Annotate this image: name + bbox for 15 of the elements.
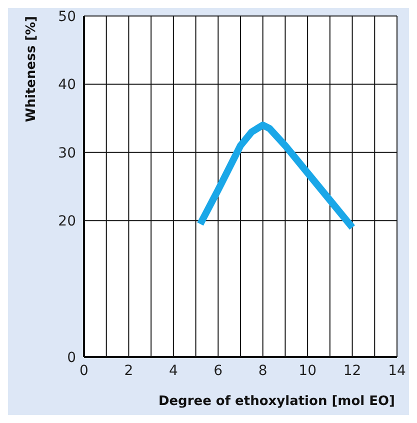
x-tick-label: 14	[388, 362, 406, 379]
y-tick-label: 50	[58, 8, 76, 25]
x-tick-label: 6	[214, 362, 223, 379]
y-tick-label: 0	[67, 350, 76, 366]
x-tick-label: 12	[343, 362, 362, 379]
y-tick-label: 40	[58, 77, 76, 94]
x-tick-label: 4	[168, 362, 178, 379]
y-tick-label: 20	[58, 214, 76, 230]
x-tick-label: 8	[258, 362, 268, 379]
x-tick-label: 0	[80, 362, 88, 379]
x-tick-label: 10	[298, 362, 316, 379]
y-tick-label: 30	[58, 145, 76, 162]
x-axis-title: Degree of ethoxylation [mol EO]	[158, 394, 395, 409]
x-tick-label: 2	[124, 362, 134, 379]
y-axis-title: Whiteness [%]	[24, 16, 40, 122]
